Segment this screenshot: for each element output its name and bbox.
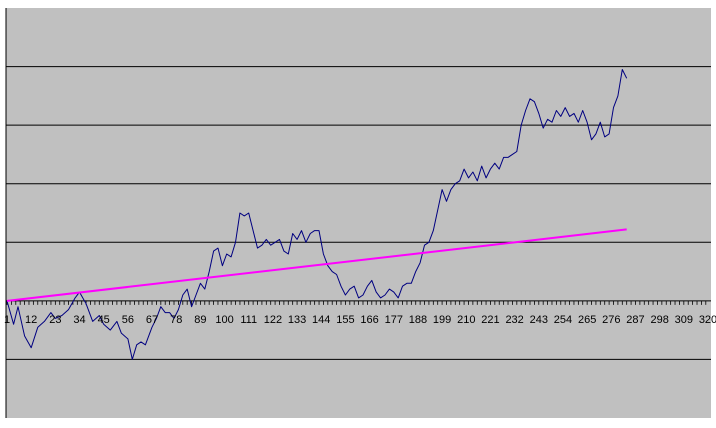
x-tick-label: 78 [170,314,182,326]
x-tick-label: 188 [409,314,427,326]
x-tick-label: 320 [699,314,716,326]
x-tick-label: 122 [264,314,282,326]
x-tick-label: 23 [49,314,61,326]
x-tick-label: 100 [215,314,233,326]
x-tick-label: 166 [360,314,378,326]
x-tick-label: 287 [626,314,644,326]
x-tick-label: 1 [4,314,10,326]
x-tick-label: 210 [457,314,475,326]
x-tick-label: 111 [240,314,257,326]
x-tick-label: 265 [578,314,596,326]
series-lines [6,69,628,360]
axes [5,8,711,418]
x-tick-label: 45 [98,314,110,326]
x-tick-label: 155 [336,314,354,326]
x-tick-label: 67 [146,314,158,326]
x-tick-label: 34 [73,314,85,326]
x-tick-label: 298 [650,314,668,326]
x-tick-label: 243 [530,314,548,326]
x-tick-label: 309 [675,314,693,326]
x-tick-label: 144 [312,314,330,326]
x-tick-label: 276 [602,314,620,326]
gridlines [6,66,711,360]
x-tick-label: 12 [25,314,37,326]
series-line-blue [6,69,628,360]
x-tick-label: 133 [288,314,306,326]
x-tick-label: 89 [194,314,206,326]
x-tick-labels: 1 12 23 34 45 56 67 78 89 100 111 122 133 144 155 166 17… [4,314,716,326]
x-tick-label: 199 [433,314,451,326]
x-tick-label: 221 [481,314,499,326]
plot-area [6,8,711,418]
series-line-magenta [6,228,627,302]
x-tick-label: 232 [505,314,523,326]
x-tick-label: 56 [122,314,134,326]
x-tick-label: 177 [385,314,403,326]
x-tick-label: 254 [554,314,572,326]
